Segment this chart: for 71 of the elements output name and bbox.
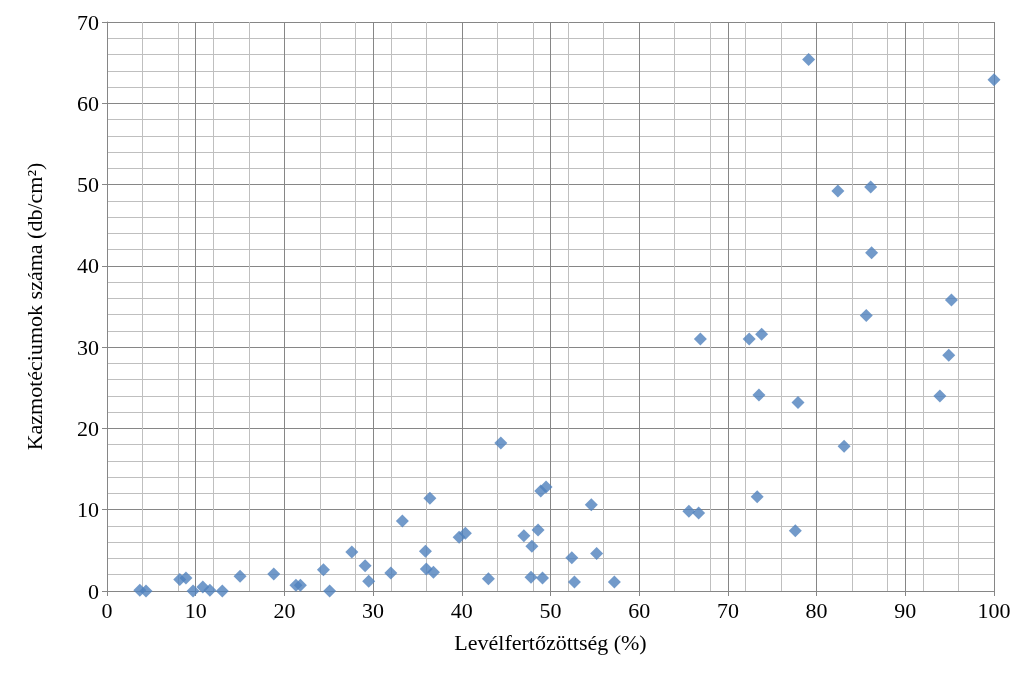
point [525, 539, 539, 553]
point [323, 584, 337, 598]
y-tick-label: 60 [77, 90, 99, 116]
x-tick-label: 60 [628, 597, 651, 623]
point [837, 439, 851, 453]
point [524, 570, 538, 584]
point [293, 578, 307, 592]
x-tick-label: 80 [805, 597, 828, 623]
point [186, 584, 200, 598]
point [384, 566, 398, 580]
x-tick-label: 20 [273, 597, 296, 623]
point [215, 584, 229, 598]
point [791, 395, 805, 409]
point [481, 572, 495, 586]
point [944, 293, 958, 307]
point [565, 551, 579, 565]
point [859, 308, 873, 322]
point [942, 348, 956, 362]
point [682, 504, 696, 518]
point [567, 575, 581, 589]
point [752, 388, 766, 402]
point [345, 545, 359, 559]
point [358, 559, 372, 573]
x-tick-label: 100 [977, 597, 1011, 623]
point [494, 436, 508, 450]
point [607, 575, 621, 589]
point [933, 389, 947, 403]
point [267, 567, 281, 581]
point [865, 246, 879, 260]
y-tick-label: 40 [77, 253, 99, 279]
x-tick-label: 90 [894, 597, 917, 623]
point [755, 327, 769, 341]
point [539, 480, 553, 494]
point [458, 526, 472, 540]
point [316, 563, 330, 577]
point [179, 571, 193, 585]
point [536, 571, 550, 585]
x-tick-label: 40 [450, 597, 473, 623]
y-tick-label: 0 [88, 578, 99, 604]
y-tick-label: 20 [77, 415, 99, 441]
point [426, 565, 440, 579]
point [788, 524, 802, 538]
point [584, 498, 598, 512]
point [750, 490, 764, 504]
point [864, 180, 878, 194]
point [139, 584, 153, 598]
x-axis-title: Levélfertőzöttség (%) [454, 629, 647, 655]
x-tick-label: 70 [716, 597, 739, 623]
point [531, 523, 545, 537]
point [742, 332, 756, 346]
point [395, 514, 409, 528]
x-tick-label: 10 [184, 597, 207, 623]
y-tick-label: 30 [77, 334, 99, 360]
x-tick-label: 30 [362, 597, 385, 623]
point [831, 184, 845, 198]
y-tick-label: 10 [77, 497, 99, 523]
point [517, 529, 531, 543]
point [203, 583, 217, 597]
y-tick-label: 50 [77, 172, 99, 198]
point [802, 52, 816, 66]
point [362, 574, 376, 588]
y-axis-title: Kazmotéciumok száma (db/cm²) [21, 162, 47, 451]
point [233, 569, 247, 583]
y-tick-label: 70 [77, 9, 99, 35]
point [590, 547, 604, 561]
point [987, 73, 1001, 87]
point [693, 332, 707, 346]
x-tick-label: 50 [539, 597, 562, 623]
point [692, 506, 706, 520]
point [423, 491, 437, 505]
point [418, 544, 432, 558]
